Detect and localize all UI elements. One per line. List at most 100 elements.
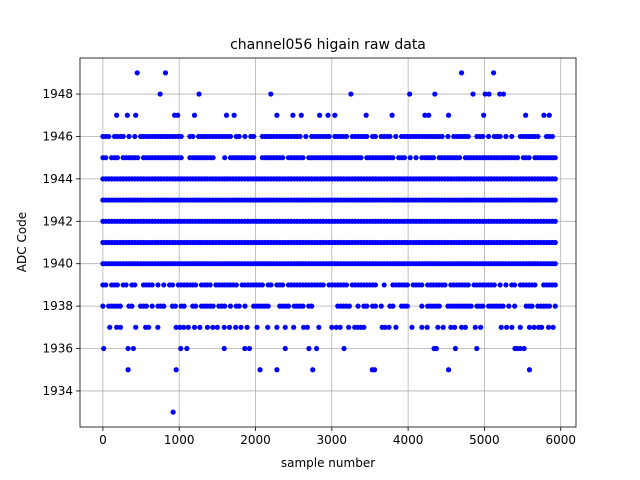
data-point (259, 282, 265, 288)
data-point (445, 367, 452, 373)
data-point (523, 112, 529, 118)
data-point (300, 155, 306, 161)
data-point (382, 324, 388, 330)
data-point (125, 345, 131, 352)
data-point (280, 155, 286, 161)
data-point (135, 155, 141, 161)
data-point (133, 112, 139, 118)
data-point (426, 112, 432, 118)
y-axis-label: ADC Code (15, 212, 29, 272)
data-point (126, 133, 132, 140)
data-point (221, 345, 227, 352)
data-point (448, 324, 454, 330)
data-point (204, 324, 211, 330)
data-point (185, 324, 191, 330)
data-point (458, 70, 465, 76)
data-point (407, 91, 413, 97)
data-point (178, 155, 184, 161)
data-point (372, 133, 379, 140)
data-point (348, 91, 354, 97)
data-point (222, 155, 228, 161)
data-point (419, 282, 425, 288)
data-point (242, 133, 248, 140)
y-axis-ticks: 1934 1936 1938 1940 1942 1944 1946 1948 (42, 87, 80, 398)
data-point (517, 345, 523, 352)
data-point (155, 282, 161, 288)
data-point (254, 324, 260, 330)
data-point (170, 409, 176, 415)
data-point (114, 112, 120, 118)
y-tick-label: 1938 (42, 299, 73, 313)
data-point (207, 282, 213, 288)
data-point (526, 367, 533, 373)
data-point (193, 303, 199, 309)
data-point (545, 324, 552, 330)
data-point (503, 324, 510, 330)
plot-frame (79, 57, 577, 428)
data-point (175, 112, 181, 118)
data-point (101, 345, 107, 352)
data-point (407, 155, 413, 161)
data-point (512, 303, 518, 309)
data-point (210, 324, 216, 330)
data-point (497, 133, 503, 140)
data-point (114, 324, 120, 330)
data-point (404, 303, 410, 309)
data-point (378, 303, 384, 309)
data-point (532, 282, 538, 288)
data-point (132, 282, 138, 288)
data-point (233, 324, 239, 330)
data-point (169, 282, 176, 288)
data-point (177, 324, 183, 330)
data-point (103, 155, 109, 161)
data-point (123, 282, 129, 288)
data-point (274, 324, 280, 330)
data-point (117, 324, 124, 330)
data-point (445, 133, 451, 140)
data-point (157, 91, 163, 97)
data-point (409, 324, 415, 330)
data-point (419, 324, 425, 330)
data-point (285, 303, 292, 309)
data-point (181, 303, 187, 309)
data-point (193, 282, 199, 288)
data-point (190, 133, 196, 140)
data-point (419, 303, 425, 309)
data-point (223, 112, 230, 118)
data-point (257, 367, 263, 373)
data-point (172, 303, 178, 309)
data-point (341, 345, 347, 352)
data-point (106, 133, 112, 140)
data-point (146, 324, 152, 330)
data-point (309, 303, 315, 309)
data-point (236, 303, 242, 309)
data-point (481, 112, 487, 118)
data-point (274, 112, 280, 118)
data-point (552, 282, 558, 288)
x-tick-label: 5000 (469, 433, 500, 447)
data-point (162, 70, 169, 76)
data-point (238, 324, 244, 330)
data-point (432, 91, 438, 97)
data-point (346, 324, 352, 330)
data-point (478, 324, 484, 330)
data-point (512, 282, 518, 288)
data-point (456, 155, 463, 161)
data-point (251, 155, 257, 161)
data-point (290, 112, 296, 118)
x-tick-label: 6000 (545, 433, 576, 447)
data-point (500, 91, 507, 97)
data-point (303, 133, 309, 140)
data-point (233, 282, 239, 288)
data-point (404, 282, 410, 288)
data-point (503, 282, 509, 288)
data-point (134, 70, 140, 76)
data-point (552, 197, 558, 203)
data-point (480, 303, 486, 309)
data-point (529, 303, 535, 309)
data-point (161, 282, 167, 288)
y-tick-label: 1946 (42, 129, 73, 143)
data-point (433, 345, 439, 352)
x-tick-label: 2000 (240, 433, 271, 447)
data-point (514, 155, 521, 161)
